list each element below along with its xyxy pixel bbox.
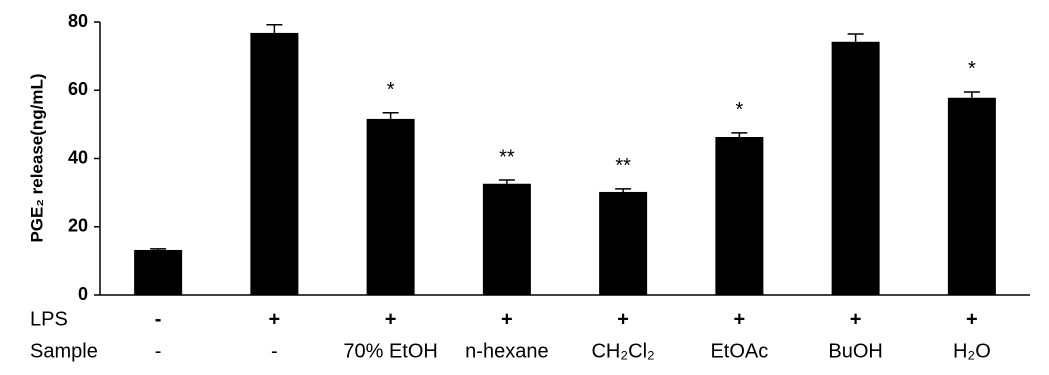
y-tick-label: 60 [68,79,88,99]
y-tick-label: 80 [68,11,88,31]
bar [250,32,299,296]
bar [366,118,415,295]
bar [482,183,531,295]
row-value: + [734,308,746,330]
row-value: + [617,308,629,330]
error-bar [731,132,748,138]
row-value: H₂O [953,340,991,362]
y-tick-label: 20 [68,216,88,236]
y-axis-label: PGE₂ release(ng/mL) [27,73,46,242]
row-value: + [850,308,862,330]
row-value: + [966,308,978,330]
bar [831,41,880,296]
error-bar [266,23,283,33]
row-label: LPS [30,308,68,330]
row-value: CH₂Cl₂ [591,340,654,362]
significance-label: * [968,58,976,80]
significance-label: ** [499,146,515,168]
significance-label: * [387,79,395,101]
error-bar [498,179,515,184]
row-value: BuOH [828,340,882,362]
row-value: + [269,308,281,330]
error-bar [382,112,399,119]
row-value: + [501,308,513,330]
error-bar [963,91,980,98]
row-label: Sample [30,340,98,362]
row-value: EtOAc [710,340,768,362]
y-tick-label: 40 [68,147,88,167]
row-value: - [155,308,162,330]
error-bar [150,248,167,250]
row-value: + [385,308,397,330]
bar [715,137,764,295]
row-value: 70% EtOH [343,340,437,362]
error-bar [615,188,632,192]
row-value: - [271,340,278,362]
y-tick-label: 0 [78,284,88,304]
significance-label: ** [615,155,631,177]
significance-label: * [735,99,743,121]
row-value: - [155,340,162,362]
error-bar [847,33,864,42]
bar [599,191,648,295]
row-value: n-hexane [465,340,548,362]
bar [134,249,183,295]
bar [947,97,996,295]
